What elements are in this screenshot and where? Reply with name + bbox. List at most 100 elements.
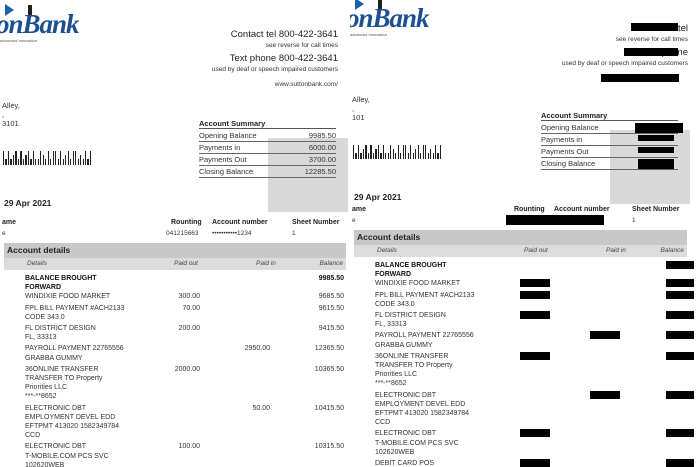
transaction-details: PAYROLL PAYMENT 22765556 GRABBA GUMMY xyxy=(375,331,515,349)
barcode-bar xyxy=(410,145,412,159)
barcode-bar xyxy=(377,145,380,159)
redacted-paid-out xyxy=(520,279,550,288)
barcode-bar xyxy=(420,153,422,159)
barcode-bar xyxy=(20,151,22,165)
redacted-paid-out xyxy=(520,459,550,467)
transaction-row: ELECTRONIC DBT T-MOBILE.COM PCS SVC 102620… xyxy=(0,442,350,467)
barcode-bar xyxy=(57,159,59,165)
barcode-bar xyxy=(70,159,72,165)
barcode-bar xyxy=(62,159,64,165)
redacted-balance xyxy=(666,331,694,340)
account-details-title: Account details xyxy=(4,243,346,258)
transaction-row: ELECTRONIC DBT EMPLOYMENT DEVEL EDD EFTPMT… xyxy=(0,404,350,441)
barcode-bar xyxy=(400,153,402,159)
barcode-bar xyxy=(360,153,362,159)
details-column-headers: Details Paid out Paid in Balance xyxy=(4,258,346,270)
transaction-balance: 12365.50 xyxy=(314,345,344,353)
transaction-detail-line: FPL BILL PAYMENT #ACH2133 xyxy=(375,291,475,299)
barcode-bar xyxy=(60,151,62,165)
barcode-bar xyxy=(380,153,382,159)
text-phone-note: used by deaf or speech impaired customer… xyxy=(211,66,338,73)
barcode-bar xyxy=(357,145,360,159)
bank-logo: onBank xyxy=(350,3,430,33)
barcode-bar xyxy=(27,151,30,165)
transaction-detail-line: DEBIT CARD POS xyxy=(375,460,434,467)
transaction-row: FL DISTRICT DESIGN FL, 33313 200.00 9415.50 xyxy=(0,324,350,342)
redacted-balance xyxy=(666,459,694,467)
transaction-balance: 9415.50 xyxy=(318,325,344,333)
transaction-balance: 9985.50 xyxy=(318,275,344,282)
transaction-paid-in: 2950.00 xyxy=(244,345,270,353)
transaction-row: FL DISTRICT DESIGN FL, 33313 xyxy=(350,311,700,329)
barcode-bar xyxy=(439,145,442,159)
name-header: ame xyxy=(2,219,17,226)
transaction-detail-line: FL DISTRICT DESIGN xyxy=(375,312,446,320)
barcode-bar xyxy=(72,151,74,165)
transaction-detail-line: FL DISTRICT DESIGN xyxy=(25,325,96,333)
transaction-balance: 9615.50 xyxy=(318,304,344,312)
transaction-row: DEBIT CARD POSLuckys Food MarketPlantati… xyxy=(350,459,700,467)
barcode-bar xyxy=(82,159,84,165)
barcode-bar xyxy=(385,153,387,159)
redacted-summary-value xyxy=(635,123,683,133)
transaction-details: FPL BILL PAYMENT #ACH2133 CODE 343.0 xyxy=(375,291,515,309)
transaction-balance: 10365.50 xyxy=(314,365,344,373)
statement-date: 29 Apr 2021 xyxy=(354,192,402,202)
bank-logo: onBank xyxy=(0,9,80,39)
barcode-bar xyxy=(17,159,20,165)
summary-row: Closing Balance xyxy=(541,158,678,170)
redacted-paid-out xyxy=(520,290,550,299)
transaction-balance: 10315.50 xyxy=(314,443,344,451)
barcode-bar xyxy=(392,149,394,159)
barcode-bar xyxy=(15,151,17,165)
summary-label: Opening Balance xyxy=(199,131,257,140)
barcode-bar xyxy=(430,149,432,159)
transaction-detail-line: FORWARD xyxy=(375,271,412,279)
transaction-detail-line: CODE 343.0 xyxy=(25,313,65,321)
statement-date: 29 Apr 2021 xyxy=(4,198,52,208)
transaction-detail-line: 102620WEB xyxy=(25,461,65,467)
transactions-list: BALANCE BROUGHT FORWARD 9985.50 WINDIXIE FO… xyxy=(0,274,350,467)
barcode-bar xyxy=(55,151,57,165)
summary-row: Payments in 6000.00 xyxy=(199,142,336,154)
transaction-row: WINDIXIE FOOD MARKET 300.00 9685.50 xyxy=(0,292,350,301)
redacted-paid-out xyxy=(520,311,550,320)
barcode-bar xyxy=(397,145,399,159)
barcode-bar xyxy=(32,151,34,165)
transaction-details: BALANCE BROUGHT FORWARD xyxy=(25,274,165,292)
transaction-row: BALANCE BROUGHT FORWARD xyxy=(350,261,700,279)
routing-header: Rounting xyxy=(514,206,545,213)
call-times-note: see reverse for call times xyxy=(615,36,688,43)
barcode-bar xyxy=(375,149,377,159)
barcode-bar xyxy=(25,155,27,165)
barcode-bar xyxy=(67,151,69,165)
transaction-detail-line: 36ONLINE TRANSFER xyxy=(375,352,449,360)
name-value: e xyxy=(352,217,356,224)
summary-label: Payments in xyxy=(541,135,583,144)
account-summary-title: Account Summary xyxy=(199,119,336,129)
transaction-details: PAYROLL PAYMENT 22765556 GRABBA GUMMY xyxy=(25,344,165,362)
barcode-bar xyxy=(50,159,52,165)
summary-row: Opening Balance xyxy=(541,122,678,134)
transaction-details: FPL BILL PAYMENT #ACH2133 CODE 343.0 xyxy=(25,304,165,322)
transaction-row: ELECTRONIC DBT T-MOBILE.COM PCS SVC 102620… xyxy=(350,429,700,457)
barcode-bar xyxy=(434,145,437,159)
summary-label: Opening Balance xyxy=(541,123,599,132)
transaction-detail-line: ELECTRONIC DBT xyxy=(375,430,437,438)
name-header: ame xyxy=(352,206,367,213)
transaction-paid-out: 2000.00 xyxy=(174,365,200,373)
website-link: www.suttonbank.com/ xyxy=(274,81,338,88)
transaction-details: ELECTRONIC DBT T-MOBILE.COM PCS SVC 102620… xyxy=(25,442,165,467)
transaction-detail-line: EMPLOYMENT DEVEL EDD xyxy=(25,413,116,421)
routing-value: 041215663 xyxy=(166,230,199,237)
transaction-balance: 10415.50 xyxy=(314,404,344,412)
barcode-bar xyxy=(10,159,12,165)
text-phone-note: used by deaf or speech impaired customer… xyxy=(561,60,688,67)
text-phone: Text phone 800-422-3641 xyxy=(229,53,338,64)
transaction-detail-line: CCD xyxy=(375,419,391,427)
call-times-note: see reverse for call times xyxy=(265,42,338,49)
barcode xyxy=(353,145,442,159)
contact-tel: Contact tel 800-422-3641 xyxy=(230,29,338,40)
barcode-bar xyxy=(353,145,355,159)
bank-logo-mark-icon xyxy=(5,4,14,16)
